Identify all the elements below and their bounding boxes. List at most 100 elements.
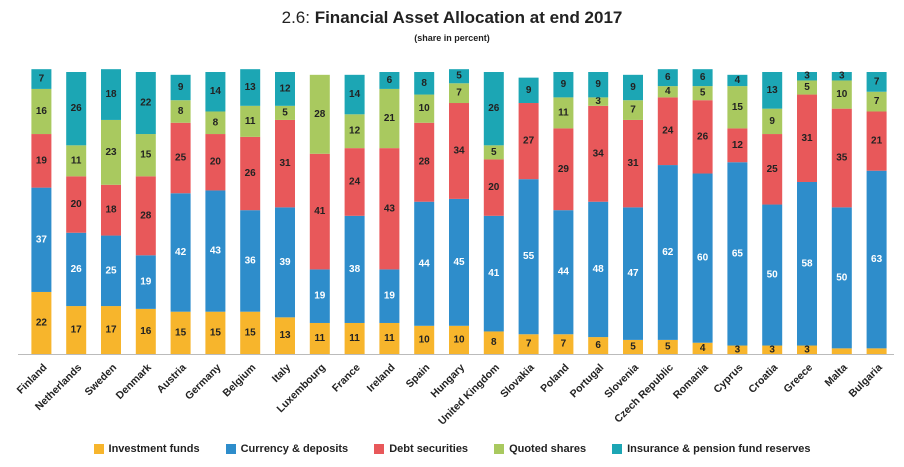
data-label: 16 <box>36 106 48 117</box>
category-label: Poland <box>538 362 571 395</box>
data-label: 25 <box>105 265 117 276</box>
bar-segment <box>449 103 469 199</box>
data-label: 9 <box>769 116 775 127</box>
bar-segment <box>379 148 400 270</box>
data-label: 13 <box>279 330 291 341</box>
data-label: 17 <box>71 325 83 336</box>
bar-segment <box>623 339 643 354</box>
data-label: 6 <box>665 72 671 83</box>
bar-segment <box>831 348 852 354</box>
data-label: 10 <box>453 334 465 345</box>
legend-item: Currency & deposits <box>225 443 348 455</box>
bar-segment <box>692 100 713 174</box>
data-label: 4 <box>665 86 671 97</box>
bar-segment <box>31 187 52 292</box>
bar-segment <box>344 148 365 216</box>
data-label: 15 <box>245 327 257 338</box>
bar-segment <box>275 317 295 354</box>
stacked-bar-chart: 223719167Finland1726201126Netherlands172… <box>15 69 894 427</box>
bar-segment <box>657 86 678 98</box>
bar-segment <box>866 91 887 112</box>
data-label: 26 <box>488 103 500 114</box>
bar-segment <box>588 72 609 98</box>
bar-segment <box>379 322 400 354</box>
bar-segment <box>240 210 261 312</box>
data-label: 15 <box>210 327 222 338</box>
bar-segment <box>518 334 539 354</box>
bar-segment <box>379 72 400 89</box>
data-label: 58 <box>801 258 813 269</box>
data-label: 27 <box>523 136 535 147</box>
bar-segment <box>553 97 574 129</box>
bar-segment <box>623 207 643 340</box>
data-label: 10 <box>836 89 848 100</box>
bar-segment <box>205 72 226 112</box>
data-label: 12 <box>349 126 361 137</box>
data-label: 11 <box>71 155 82 166</box>
bar-segment <box>657 339 678 354</box>
data-label: 42 <box>175 247 187 258</box>
legend-swatch <box>374 444 385 454</box>
bar-segment <box>483 159 504 216</box>
data-label: 6 <box>387 75 393 86</box>
data-label: 5 <box>491 147 497 158</box>
bar-segment <box>588 105 609 202</box>
bar-segment <box>588 201 609 338</box>
category-label: Germany <box>183 362 224 403</box>
bar-segment <box>170 100 191 123</box>
category-label: Portugal <box>568 362 607 401</box>
bar-segment <box>483 331 504 354</box>
data-label: 15 <box>732 102 744 113</box>
chart-title-text: Financial Asset Allocation at end 2017 <box>314 8 623 27</box>
bar-segment <box>797 181 817 346</box>
data-label: 11 <box>558 107 569 118</box>
data-label: 50 <box>836 272 848 283</box>
bar-segment <box>553 128 574 211</box>
data-label: 22 <box>36 317 48 328</box>
data-label: 11 <box>315 333 326 344</box>
data-label: 28 <box>140 210 152 221</box>
data-label: 11 <box>349 333 360 344</box>
data-label: 3 <box>735 344 741 355</box>
bar-segment <box>831 207 852 349</box>
chart-subtitle: (share in percent) <box>414 33 490 43</box>
bar-segment <box>205 134 226 191</box>
data-label: 8 <box>178 106 184 117</box>
category-label: Ireland <box>365 362 398 395</box>
data-label: 7 <box>456 88 462 99</box>
bar-segment <box>692 86 713 101</box>
bar-segment <box>623 74 643 101</box>
bar-segment <box>414 325 435 354</box>
data-label: 10 <box>419 334 431 345</box>
data-label: 60 <box>697 253 709 264</box>
bar-segment <box>135 72 156 135</box>
bar-segment <box>309 74 330 154</box>
data-label: 15 <box>175 327 187 338</box>
bar-segment <box>309 269 330 323</box>
data-label: 37 <box>36 234 48 245</box>
data-label: 20 <box>210 157 222 168</box>
data-label: 9 <box>595 79 601 90</box>
bar-segment <box>762 108 783 135</box>
data-label: 18 <box>105 205 117 216</box>
legend-item: Insurance & pension fund reserves <box>612 443 810 455</box>
data-label: 21 <box>384 113 396 124</box>
bar-segment <box>623 119 643 208</box>
data-label: 22 <box>140 98 152 109</box>
bar-segment <box>135 176 156 256</box>
data-label: 13 <box>767 85 779 96</box>
data-label: 6 <box>595 340 601 351</box>
legend-item: Debt securities <box>374 443 468 455</box>
legend-item: Quoted shares <box>494 443 586 455</box>
bar-segment <box>762 345 783 354</box>
data-label: 19 <box>314 291 326 302</box>
bar-segment <box>831 80 852 109</box>
bar-segment <box>66 145 87 177</box>
bar-segment <box>797 72 817 81</box>
data-label: 9 <box>561 79 567 90</box>
bar-segment <box>31 69 52 89</box>
category-label: Cyprus <box>711 362 745 396</box>
legend-swatch <box>225 444 236 454</box>
bar-segment <box>657 69 678 87</box>
bar-segment <box>483 145 504 160</box>
